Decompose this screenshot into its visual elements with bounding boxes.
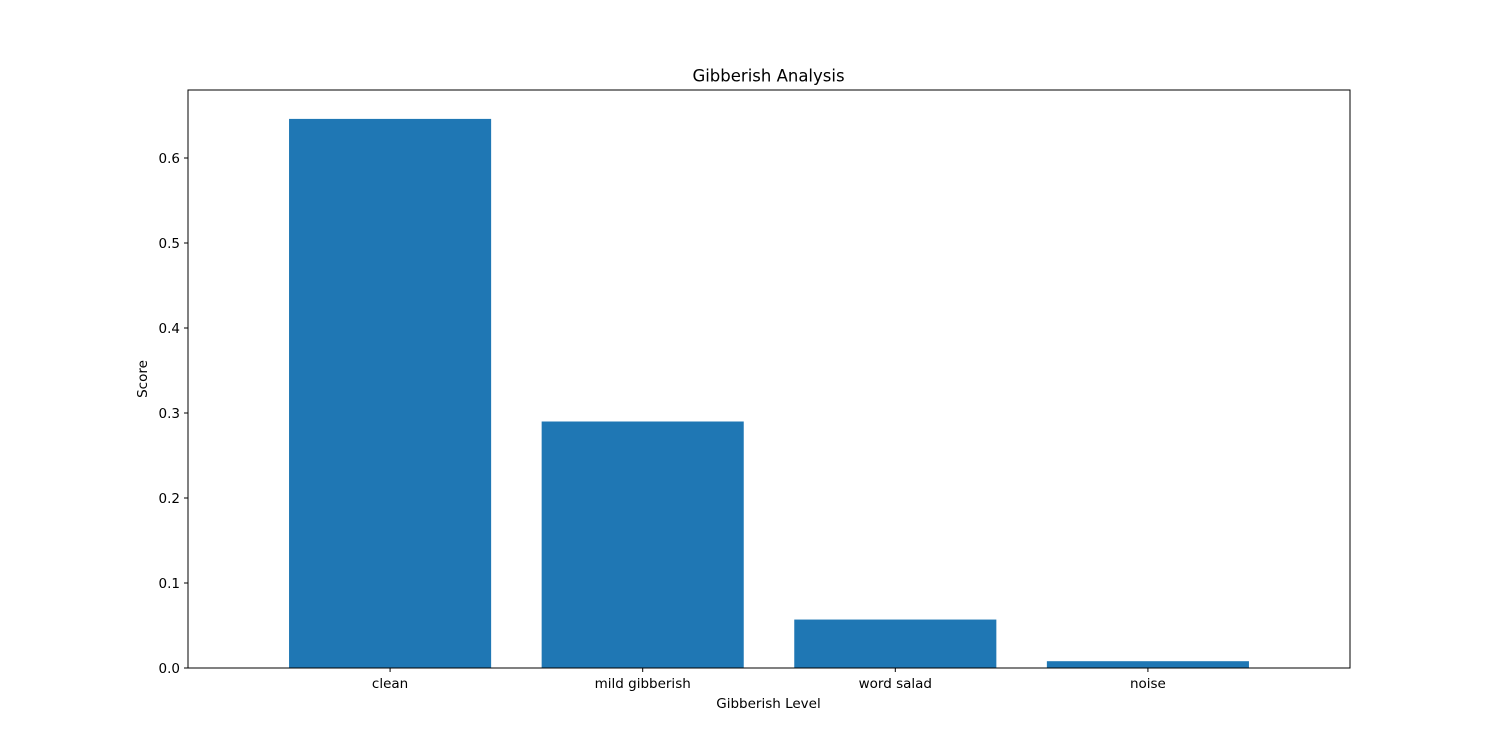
chart-title: Gibberish Analysis bbox=[692, 67, 844, 86]
bar-clean bbox=[289, 118, 492, 668]
bar-noise bbox=[1046, 661, 1249, 668]
y-axis-label: Score bbox=[135, 360, 151, 398]
y-tick-label: 0.4 bbox=[159, 321, 180, 337]
y-tick-label: 0.3 bbox=[159, 406, 180, 422]
y-tick-label: 0.1 bbox=[159, 576, 180, 592]
y-tick-label: 0.2 bbox=[159, 491, 180, 507]
x-tick-label: noise bbox=[1130, 676, 1166, 692]
x-tick-label: clean bbox=[372, 676, 408, 692]
x-tick-label: mild gibberish bbox=[595, 676, 691, 692]
bars-group bbox=[289, 118, 1249, 668]
bar-mild-gibberish bbox=[541, 421, 744, 668]
y-tick-label: 0.5 bbox=[159, 236, 180, 252]
x-tick-label: word salad bbox=[859, 676, 932, 692]
plot-area: 0.0 0.1 0.2 0.3 0.4 0.5 0.6 clean mild gibberis… bbox=[159, 89, 1351, 692]
y-tick-label: 0.6 bbox=[159, 151, 180, 167]
y-axis-ticks: 0.0 0.1 0.2 0.3 0.4 0.5 0.6 bbox=[159, 151, 188, 677]
y-tick-label: 0.0 bbox=[159, 661, 180, 677]
bar-word-salad bbox=[794, 619, 997, 668]
axes-frame bbox=[187, 89, 1351, 669]
x-axis-ticks: clean mild gibberish word salad noise bbox=[372, 668, 1166, 692]
x-axis-label: Gibberish Level bbox=[716, 696, 820, 712]
